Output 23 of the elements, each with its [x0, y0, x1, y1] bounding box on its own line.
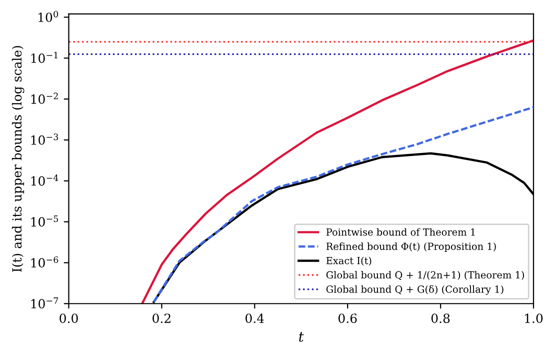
x-tick-label: 0.6: [338, 314, 357, 324]
legend-label: Pointwise bound of Theorem 1: [326, 228, 475, 236]
x-tick-label: 1.0: [525, 314, 543, 324]
x-tick-label: 0.8: [431, 314, 450, 324]
legend-label: Exact I(t): [326, 256, 372, 266]
line-series: [152, 106, 534, 304]
y-tick-label: 10$^{−5}$: [31, 216, 58, 227]
y-tick-label: 10$^{−6}$: [31, 256, 58, 268]
legend-label: Global bound Q + G(δ) (Corollary 1): [326, 285, 504, 295]
x-tick-label: 0.4: [246, 314, 264, 324]
x-tick-label: 0.2: [152, 314, 170, 324]
y-tick-label: 10$^{0}$: [38, 10, 58, 22]
x-tick-label: 0.0: [60, 314, 78, 324]
line-series: [141, 39, 534, 304]
y-tick-label: 10$^{−4}$: [31, 174, 58, 186]
y-tick-label: 10$^{−1}$: [31, 52, 58, 63]
x-axis-title: t: [299, 332, 304, 342]
y-tick-label: 10$^{−3}$: [31, 134, 58, 145]
y-tick-label: 10$^{−7}$: [31, 297, 58, 308]
y-tick-label: 10$^{−2}$: [31, 92, 58, 104]
y-axis-title: I(t) and its upper bounds (log scale): [12, 46, 24, 272]
legend-label: Global bound Q + 1/(2n+1) (Theorem 1): [326, 271, 524, 280]
legend-label: Refined bound Φ(t) (Proposition 1): [326, 242, 496, 252]
